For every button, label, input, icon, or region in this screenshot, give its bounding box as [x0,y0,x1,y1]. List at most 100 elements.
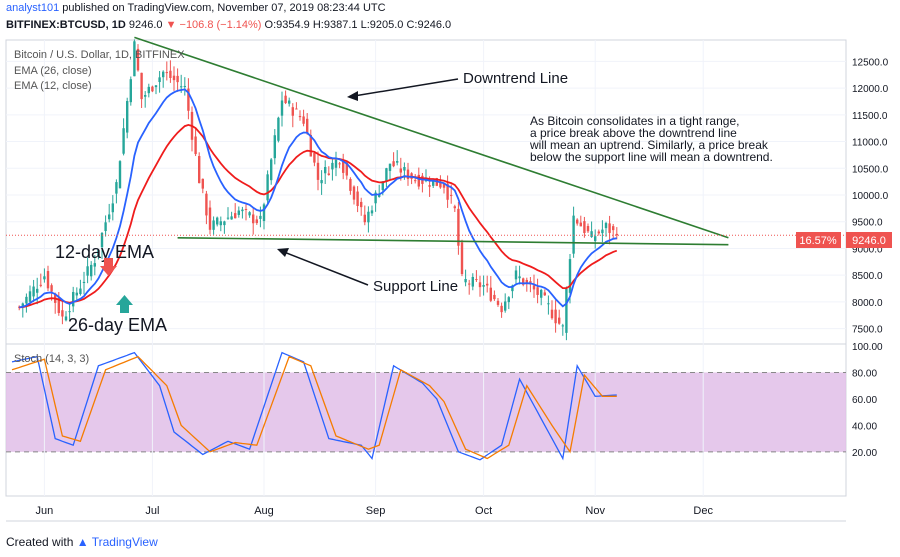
candle-body[interactable] [136,48,140,71]
candle-body[interactable] [298,115,302,118]
candle-body[interactable] [32,286,35,297]
candle-body[interactable] [72,292,75,307]
candle-body[interactable] [61,310,64,317]
candle-body[interactable] [57,297,60,314]
candle-body[interactable] [504,301,507,311]
candle-body[interactable] [90,264,93,277]
candle-body[interactable] [288,100,291,104]
candle-body[interactable] [126,101,129,133]
candle-body[interactable] [237,210,240,215]
candle-body[interactable] [414,180,417,182]
candle-body[interactable] [129,79,132,103]
candle-body[interactable] [457,208,460,246]
candle-body[interactable] [612,226,615,231]
candle-body[interactable] [432,180,435,186]
candle-body[interactable] [507,297,510,303]
candle-body[interactable] [216,217,219,225]
candle-body[interactable] [100,233,104,248]
candle-body[interactable] [316,162,320,180]
candle-body[interactable] [439,182,442,188]
candle-body[interactable] [284,95,287,104]
candle-body[interactable] [306,118,309,134]
candle-body[interactable] [468,283,471,285]
candle-body[interactable] [28,291,32,302]
candle-body[interactable] [43,276,46,280]
candle-body[interactable] [489,287,492,301]
candle-body[interactable] [370,210,374,214]
candle-body[interactable] [496,300,500,305]
candle-body[interactable] [558,317,561,324]
candle-body[interactable] [392,161,395,167]
candle-body[interactable] [162,71,165,78]
candle-body[interactable] [594,236,597,242]
candle-body[interactable] [50,285,53,292]
candle-body[interactable] [327,173,330,175]
candle-body[interactable] [604,222,608,229]
candle-body[interactable] [342,159,345,173]
candle-body[interactable] [482,285,485,287]
candle-body[interactable] [388,163,392,171]
candle-body[interactable] [248,212,251,216]
candle-body[interactable] [86,266,89,276]
candle-body[interactable] [522,278,525,285]
candle-body[interactable] [525,279,528,283]
candle-body[interactable] [68,311,71,313]
candle-body[interactable] [252,214,255,224]
candle-body[interactable] [82,281,86,283]
candle-body[interactable] [39,284,42,286]
candle-body[interactable] [36,288,39,293]
candle-body[interactable] [349,178,352,191]
candle-body[interactable] [223,221,226,226]
candle-body[interactable] [313,152,316,163]
candle-body[interactable] [262,204,266,221]
candle-body[interactable] [543,292,546,296]
candle-body[interactable] [478,282,482,288]
candle-body[interactable] [586,226,590,232]
candle-body[interactable] [554,309,557,324]
candle-body[interactable] [234,213,237,219]
candle-body[interactable] [212,220,215,230]
candle-body[interactable] [338,163,341,165]
candle-body[interactable] [93,263,96,267]
candle-body[interactable] [320,180,323,184]
candle-body[interactable] [255,219,258,224]
candle-body[interactable] [511,285,514,292]
candle-body[interactable] [194,136,197,155]
candle-body[interactable] [460,242,464,275]
candle-body[interactable] [104,222,107,232]
candle-body[interactable] [572,215,575,254]
candle-body[interactable] [176,75,179,83]
candle-body[interactable] [576,219,579,224]
candle-body[interactable] [561,325,564,327]
candle-body[interactable] [601,229,604,234]
candle-body[interactable] [453,206,456,209]
candle-body[interactable] [169,70,172,78]
candle-body[interactable] [583,221,586,234]
candle-body[interactable] [230,216,233,220]
candle-body[interactable] [417,174,420,187]
candle-body[interactable] [356,191,359,207]
candle-body[interactable] [198,156,201,184]
candle-body[interactable] [345,162,348,176]
candle-body[interactable] [406,169,410,179]
candle-body[interactable] [360,201,363,208]
candle-body[interactable] [97,249,100,256]
candle-body[interactable] [381,181,384,190]
candle-body[interactable] [532,285,536,290]
support-line[interactable] [177,236,729,246]
candle-body[interactable] [324,167,327,174]
candle-body[interactable] [205,193,208,216]
candle-body[interactable] [280,100,284,116]
candle-body[interactable] [180,86,183,88]
candle-body[interactable] [147,86,150,94]
candle-body[interactable] [46,271,50,289]
candle-body[interactable] [270,159,273,181]
candle-body[interactable] [309,134,312,157]
candle-body[interactable] [140,72,143,100]
candle-body[interactable] [486,283,489,286]
candle-body[interactable] [450,194,453,196]
candle-body[interactable] [608,223,611,233]
candle-body[interactable] [144,95,147,97]
candle-body[interactable] [500,305,503,313]
